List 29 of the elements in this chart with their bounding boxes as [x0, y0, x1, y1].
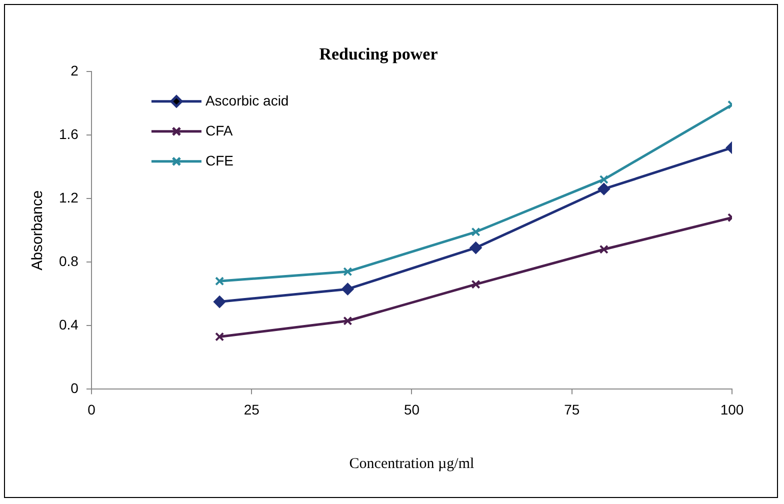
y-tick-label: 1.6: [58, 126, 79, 142]
x-tick-label: 75: [564, 401, 580, 418]
point: [343, 316, 352, 326]
point: [598, 182, 610, 195]
point: [215, 332, 224, 342]
point: [343, 267, 352, 276]
y-tick-label: 2: [70, 62, 79, 78]
chart-title: Reducing power: [319, 44, 438, 64]
point: [342, 283, 354, 296]
x-tick-label: 100: [720, 401, 744, 418]
x-tick-label: 25: [244, 401, 260, 418]
point: [214, 296, 226, 308]
legend-label: Ascorbic acid: [205, 92, 289, 108]
point: [599, 174, 608, 184]
y-axis-title: Absorbance: [29, 190, 46, 270]
point: [215, 276, 224, 286]
point: [471, 280, 480, 289]
x-tick-label: 50: [404, 401, 420, 418]
point: [470, 242, 482, 254]
legend-label: CFA: [205, 122, 234, 138]
y-tick-label: 1.2: [58, 189, 79, 206]
legend-label: CFE: [205, 152, 234, 168]
y-tick-label: 0.4: [58, 316, 79, 332]
x-tick-label: 0: [88, 401, 96, 418]
point: [471, 227, 480, 236]
y-tick-label: 0.8: [58, 252, 79, 269]
x-axis-title: Concentration µg/ml: [349, 456, 474, 472]
y-tick-label: 0: [70, 380, 79, 396]
point: [599, 244, 608, 254]
